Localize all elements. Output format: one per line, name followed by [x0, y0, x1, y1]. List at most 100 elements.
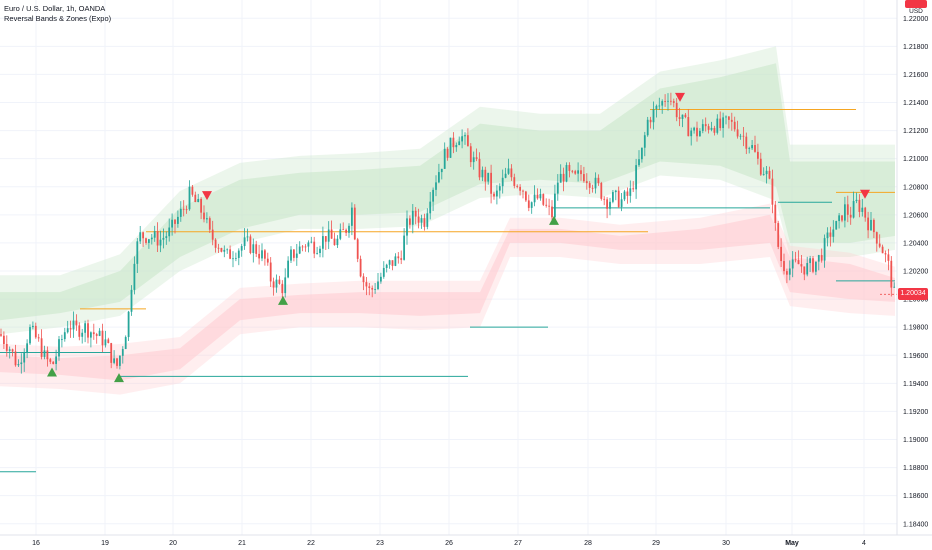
candle-body	[411, 210, 414, 225]
reversal-bands	[0, 46, 895, 395]
candle-body	[168, 227, 171, 237]
candle-body	[342, 229, 345, 231]
candle-body	[446, 148, 449, 158]
candle-body	[588, 183, 591, 188]
candle-body	[330, 229, 333, 239]
candle-body	[594, 177, 597, 189]
candle-body	[232, 258, 234, 260]
candle-body	[875, 232, 878, 244]
price-axis[interactable]: 1.22000 1.21800 1.21600 1.21400 1.21200 1.210…	[903, 16, 928, 529]
candle-body	[145, 238, 147, 243]
candle-body	[623, 191, 626, 200]
candle-body	[5, 343, 8, 351]
candle-body	[551, 206, 553, 218]
candle-body	[481, 169, 484, 178]
currency-label[interactable]: USD	[902, 0, 930, 15]
candle-body	[324, 236, 327, 242]
candle-body	[820, 255, 823, 261]
candle-body	[464, 135, 466, 137]
candle-body	[264, 250, 266, 259]
candle-body	[788, 268, 791, 275]
x-tick-label: May	[785, 540, 799, 547]
candle-body	[530, 202, 533, 208]
buy-signal-triangle	[278, 295, 288, 305]
candle-body	[348, 225, 350, 233]
candle-body	[203, 212, 205, 220]
zone-lines	[0, 109, 897, 473]
candle-body	[119, 355, 121, 366]
green-band	[0, 63, 895, 321]
candle-body	[301, 246, 304, 248]
candle-body	[214, 239, 217, 248]
candle-body	[791, 259, 794, 269]
candle-body	[380, 276, 382, 282]
candle-body	[307, 242, 310, 247]
candle-body	[574, 171, 577, 174]
candle-body	[136, 241, 139, 264]
candle-body	[208, 218, 211, 230]
candle-body	[803, 266, 806, 275]
candle-body	[765, 170, 768, 175]
candle-body	[681, 114, 684, 119]
candle-body	[385, 264, 388, 268]
candle-body	[864, 207, 867, 218]
candle-body	[455, 145, 458, 148]
candle-body	[426, 213, 429, 227]
candle-body	[545, 204, 548, 206]
x-tick-label: 4	[862, 540, 866, 547]
candle-body	[20, 362, 23, 365]
candle-body	[52, 361, 55, 364]
x-tick-label: 28	[584, 540, 592, 547]
buy-signal-triangle	[47, 367, 57, 377]
candle-body	[591, 187, 594, 189]
candle-body	[49, 359, 52, 362]
candle-body	[127, 311, 130, 338]
candle-body	[90, 332, 92, 338]
candle-body	[832, 229, 835, 237]
candle-body	[493, 193, 495, 197]
candle-body	[536, 194, 539, 199]
candle-body	[504, 173, 507, 178]
candle-body	[266, 258, 269, 263]
x-tick-label: 26	[445, 540, 453, 547]
symbol-title[interactable]: Euro / U.S. Dollar, 1h, OANDA	[4, 4, 106, 13]
candle-body	[684, 114, 687, 118]
candle-body	[449, 137, 452, 158]
y-tick-label: 1.19800	[903, 325, 928, 332]
candle-body	[40, 338, 43, 357]
candle-body	[655, 105, 658, 110]
candle-body	[66, 328, 69, 333]
candle-body	[14, 351, 17, 366]
time-axis[interactable]: 16 19 20 21 22 23 26 27 28 29 30 May 4	[32, 540, 866, 547]
candle-body	[327, 229, 330, 242]
candle-body	[638, 159, 640, 166]
candle-body	[510, 168, 513, 178]
candle-body	[72, 320, 75, 330]
candle-body	[539, 194, 542, 199]
y-tick-label: 1.19200	[903, 409, 928, 416]
candle-body	[87, 323, 89, 338]
x-tick-label: 22	[307, 540, 315, 547]
candle-body	[400, 258, 403, 260]
y-tick-label: 1.19400	[903, 381, 928, 388]
candle-body	[861, 207, 864, 212]
candle-body	[458, 141, 461, 146]
candle-body	[710, 127, 713, 130]
candle-body	[223, 249, 226, 252]
candle-body	[206, 218, 208, 220]
candle-body	[130, 289, 133, 312]
candle-body	[440, 168, 443, 173]
indicator-title[interactable]: Reversal Bands & Zones (Expo)	[4, 14, 112, 23]
candle-body	[487, 172, 490, 182]
candle-body	[690, 130, 693, 137]
candle-body	[333, 238, 336, 246]
y-tick-label: 1.22000	[903, 16, 928, 23]
candle-body	[420, 218, 423, 223]
candle-body	[719, 118, 722, 129]
candle-body	[632, 188, 635, 190]
candle-body	[519, 186, 521, 191]
x-tick-label: 16	[32, 540, 40, 547]
candle-body	[101, 330, 104, 346]
candle-body	[438, 172, 440, 183]
